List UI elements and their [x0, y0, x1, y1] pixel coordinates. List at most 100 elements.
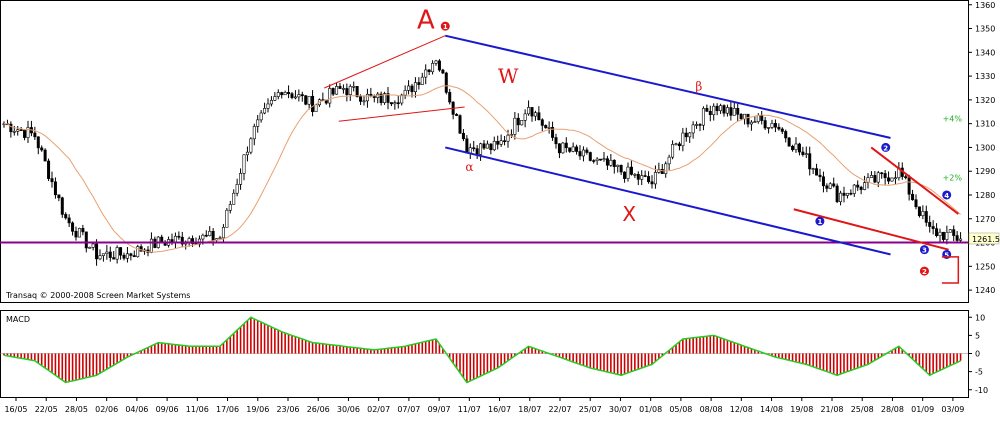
candle-body: [499, 140, 503, 145]
candle-body: [19, 129, 23, 132]
candle-body: [225, 209, 229, 228]
candle-body: [698, 124, 702, 126]
date-label: 09/07: [428, 405, 451, 414]
candle-body: [136, 246, 140, 258]
candle-body: [671, 144, 675, 158]
candle-body: [808, 153, 812, 170]
candle-body: [530, 107, 534, 117]
candle-body: [537, 112, 541, 121]
candle-body: [496, 140, 500, 145]
date-label: 05/08: [669, 405, 692, 414]
wave-3-bracket: [941, 256, 960, 284]
candle-body: [756, 115, 760, 122]
candle-body: [657, 169, 661, 173]
candle-body: [612, 159, 616, 167]
candle-body: [749, 121, 753, 125]
candle-body: [746, 113, 750, 125]
candle-body: [441, 69, 445, 74]
candle-body: [729, 107, 733, 116]
candle-body: [280, 92, 284, 96]
candle-body: [427, 69, 431, 73]
candle-body: [804, 153, 808, 155]
candle-body: [595, 158, 599, 161]
candle-body: [787, 137, 791, 147]
candle-body: [811, 168, 815, 170]
candle-body: [571, 146, 575, 152]
candle-body: [599, 158, 603, 161]
candle-body: [791, 145, 795, 151]
candle-body: [77, 228, 81, 238]
candle-body: [91, 243, 95, 248]
candle-body: [98, 255, 102, 260]
candle-body: [307, 95, 311, 105]
candle-body: [520, 120, 524, 126]
candles: [2, 59, 963, 266]
date-label: 22/07: [548, 405, 571, 414]
wave-label-W: W: [498, 64, 519, 88]
candle-body: [609, 159, 613, 166]
wave-point-4: 4: [944, 192, 949, 200]
candle-body: [53, 181, 57, 196]
date-label: 21/08: [820, 405, 843, 414]
candle-body: [674, 143, 678, 146]
candle-body: [914, 199, 918, 208]
wave-point-1: 1: [817, 218, 822, 226]
wave-point-1-red: 1: [443, 23, 448, 31]
candle-body: [448, 92, 452, 103]
candle-body: [328, 88, 332, 104]
date-label: 23/06: [276, 405, 299, 414]
candle-body: [832, 183, 836, 187]
candle-body: [33, 132, 37, 138]
date-label: 04/06: [125, 405, 148, 414]
candle-body: [475, 148, 479, 155]
percent-label-2: +2%: [943, 174, 963, 183]
channel-lower-line: [445, 146, 891, 256]
candle-body: [695, 124, 699, 126]
candle-body: [129, 253, 133, 256]
last-price-label: 1261.5: [972, 235, 1000, 244]
candle-body: [691, 124, 695, 134]
candle-body: [924, 211, 928, 223]
candle-body: [95, 243, 99, 260]
candle-body: [396, 102, 400, 104]
candle-body: [722, 105, 726, 114]
candle-body: [407, 85, 411, 91]
wave-label-alpha: α: [465, 160, 473, 174]
candle-body: [485, 143, 489, 149]
candle-body: [753, 121, 757, 123]
date-label: 22/05: [35, 405, 58, 414]
date-label: 03/09: [941, 405, 964, 414]
candle-body: [345, 88, 349, 95]
candle-body: [887, 177, 891, 182]
candle-body: [739, 114, 743, 120]
candle-body: [386, 93, 390, 103]
candle-body: [228, 204, 232, 211]
candle-body: [712, 105, 716, 115]
candle-body: [797, 143, 801, 153]
candle-body: [331, 88, 335, 95]
candle-body: [259, 112, 263, 121]
date-label: 25/08: [851, 405, 874, 414]
price-tick-label: 1360: [975, 1, 995, 10]
candle-body: [931, 226, 935, 229]
date-label: 07/07: [397, 405, 420, 414]
candle-body: [664, 163, 668, 174]
candle-body: [869, 175, 873, 178]
candle-body: [472, 147, 476, 150]
price-tick-label: 1300: [975, 143, 995, 152]
candle-body: [304, 95, 308, 105]
candle-body: [592, 160, 596, 162]
candle-body: [842, 192, 846, 196]
date-label: 30/06: [337, 405, 360, 414]
candle-body: [581, 149, 585, 157]
candle-body: [760, 115, 764, 121]
date-label: 25/07: [579, 405, 602, 414]
candle-body: [365, 93, 369, 102]
candle-body: [911, 193, 915, 201]
candle-body: [84, 231, 88, 249]
candle-body: [523, 113, 527, 121]
price-tick-label: 1310: [975, 120, 995, 129]
candle-body: [465, 138, 469, 154]
price-tick-label: 1340: [975, 48, 995, 57]
candle-body: [204, 234, 208, 237]
